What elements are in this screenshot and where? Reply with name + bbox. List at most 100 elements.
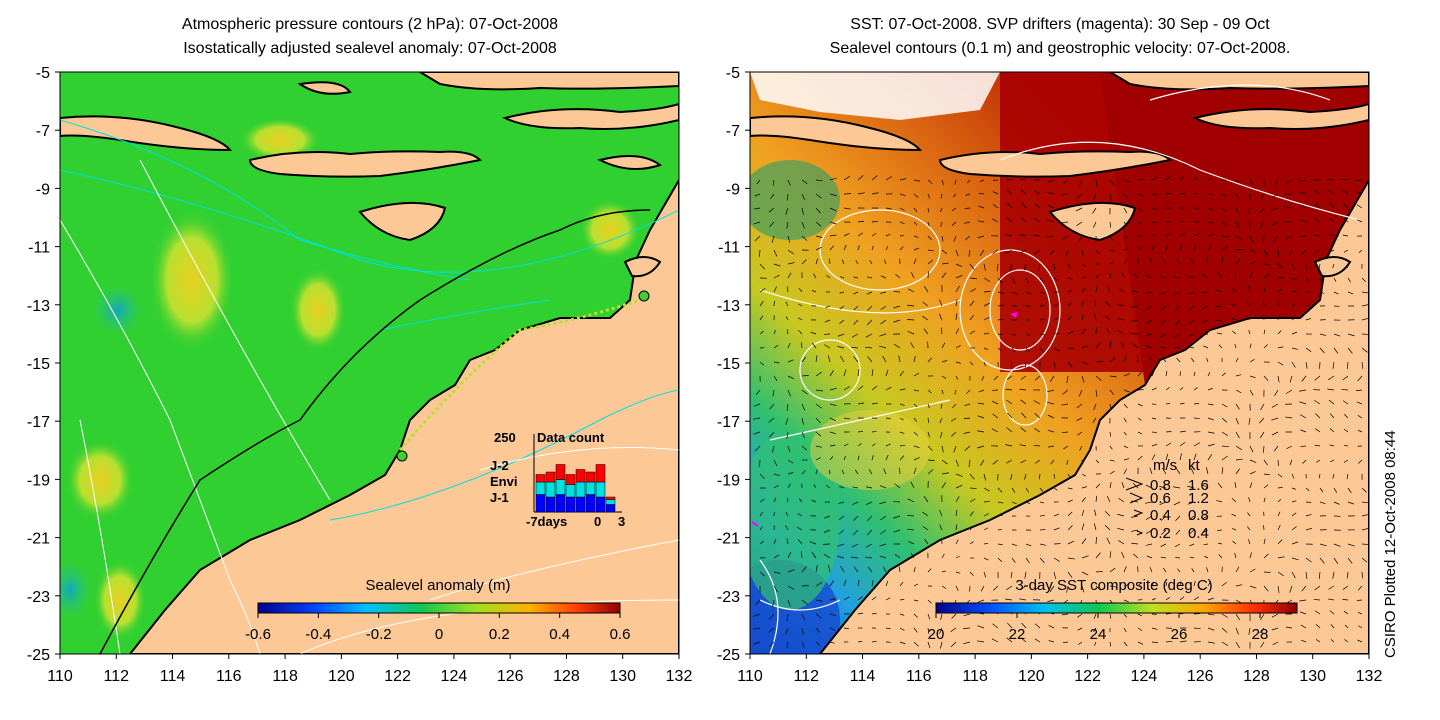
velocity-arrow [955, 344, 961, 349]
velocity-arrow [1207, 641, 1215, 644]
velocity-arrow [1078, 389, 1083, 397]
velocity-arrow [997, 487, 1003, 493]
velocity-arrow [1342, 189, 1349, 195]
velocity-arrow [1318, 473, 1321, 479]
velocity-arrow [815, 457, 821, 461]
velocity-arrow [1218, 344, 1223, 349]
velocity-arrow [1165, 192, 1172, 195]
velocity-arrow [815, 207, 821, 214]
velocity-arrow [1109, 341, 1112, 349]
anomaly-blob-high [240, 118, 320, 162]
velocity-arrow [1174, 543, 1181, 547]
velocity-arrow [983, 347, 989, 351]
velocity-arrow [1062, 235, 1069, 240]
velocity-arrow [991, 638, 999, 643]
velocity-arrow [1271, 403, 1279, 408]
velocity-arrow [1010, 473, 1013, 481]
velocity-legend-kt: 0.4 [1188, 525, 1209, 542]
velocity-arrow [1137, 417, 1142, 421]
velocity-arrow [1343, 428, 1349, 433]
velocity-arrow [1356, 204, 1363, 209]
velocity-arrow [1006, 427, 1013, 433]
velocity-arrow [1305, 347, 1312, 352]
velocity-arrow [1314, 202, 1321, 209]
velocity-arrow [1330, 459, 1335, 463]
velocity-arrow [1067, 315, 1073, 321]
velocity-arrow [1318, 571, 1321, 579]
velocity-arrow [1263, 538, 1266, 545]
velocity-arrow [1289, 585, 1293, 593]
velocity-arrow [953, 445, 957, 453]
velocity-arrow [1300, 429, 1307, 433]
velocity-arrow [913, 599, 919, 602]
velocity-arrow [883, 468, 887, 475]
velocity-arrow [1048, 445, 1055, 448]
velocity-arrow [756, 179, 761, 185]
velocity-arrow [1065, 249, 1069, 256]
velocity-arrow [769, 431, 775, 438]
velocity-arrow [955, 263, 963, 267]
velocity-arrow [759, 526, 763, 531]
velocity-arrow [1191, 568, 1195, 573]
inset-bar-segment [575, 469, 586, 483]
inset-bars [535, 464, 616, 513]
inset-bar-segment [595, 496, 606, 513]
velocity-arrow [1235, 235, 1242, 241]
velocity-arrow [1347, 361, 1349, 369]
velocity-arrow [983, 487, 990, 492]
velocity-arrow [981, 375, 985, 381]
velocity-arrow [857, 612, 864, 615]
velocity-arrow [801, 356, 807, 363]
velocity-arrow [1165, 176, 1171, 181]
velocity-arrow [885, 443, 891, 447]
velocity-arrow [899, 581, 904, 587]
velocity-arrow [1329, 413, 1335, 419]
velocity-arrow [787, 262, 795, 265]
velocity-arrow [773, 497, 777, 503]
inset-bar-segment [585, 471, 596, 483]
velocity-arrow [1329, 249, 1335, 253]
velocity-arrow [1109, 179, 1115, 186]
y-tick-label: -15 [27, 356, 50, 373]
velocity-arrow [1305, 571, 1308, 579]
velocity-arrow [977, 640, 985, 643]
inset-legend-j1: J-1 [490, 490, 509, 505]
velocity-arrow [839, 319, 845, 324]
velocity-arrow [1081, 375, 1085, 383]
velocity-arrow [773, 330, 776, 335]
velocity-arrow [941, 235, 944, 242]
velocity-arrow [1206, 357, 1209, 363]
velocity-arrow [1077, 627, 1083, 631]
velocity-arrow [1343, 610, 1349, 615]
velocity-arrow [879, 333, 887, 337]
velocity-arrow [1272, 193, 1279, 198]
velocity-arrow [1011, 501, 1017, 505]
velocity-arrow [1039, 557, 1045, 564]
velocity-arrow [829, 627, 836, 631]
velocity-arrow [927, 469, 934, 475]
velocity-arrow [1081, 497, 1086, 503]
velocity-arrow [1010, 571, 1013, 579]
velocity-arrow [1277, 539, 1283, 545]
velocity-arrow [1095, 375, 1102, 381]
velocity-arrow [771, 235, 775, 243]
velocity-arrow [1247, 512, 1251, 517]
inset-bar-segment [545, 481, 556, 498]
velocity-arrow [1299, 219, 1307, 223]
velocity-arrow [1249, 375, 1256, 379]
velocity-arrow [773, 459, 778, 466]
velocity-arrow [913, 467, 917, 475]
velocity-arrow [1047, 414, 1055, 419]
velocity-legend-kt: 1.2 [1188, 490, 1209, 507]
velocity-arrow [1137, 193, 1144, 197]
velocity-arrow [1193, 371, 1196, 377]
velocity-arrow [1011, 347, 1016, 352]
velocity-arrow [1327, 375, 1335, 381]
velocity-legend-header-ms: m/s [1153, 457, 1177, 474]
velocity-arrow [823, 529, 831, 533]
velocity-arrow [867, 356, 873, 363]
velocity-arrow [1117, 330, 1125, 335]
velocity-arrow [853, 319, 859, 325]
y-tick-label: -23 [27, 589, 50, 606]
velocity-arrow [1048, 640, 1055, 643]
